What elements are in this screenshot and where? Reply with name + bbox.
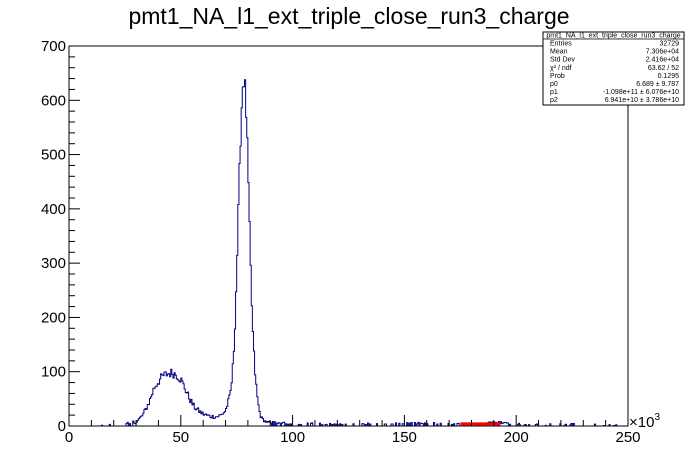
stats-label: Entries (550, 41, 572, 48)
stats-value: 7.306e+04 (646, 49, 679, 56)
y-tick-label: 0 (58, 418, 66, 435)
x-tick-label: 50 (172, 429, 189, 446)
y-tick-label: 200 (41, 309, 66, 326)
x-multiplier: ×103 (629, 412, 660, 431)
series-layer (69, 79, 628, 427)
y-tick-label: 600 (41, 92, 66, 109)
stats-label: Mean (550, 49, 568, 56)
stats-value: 6.941e+10 ± 3.786e+10 (605, 97, 679, 104)
plot-frame (68, 45, 629, 427)
stats-label: p2 (550, 97, 558, 104)
y-tick-label: 500 (41, 147, 66, 164)
x-tick-label: 150 (392, 429, 417, 446)
stats-value: -1.098e+11 ± 6.076e+10 (603, 89, 679, 96)
stats-value: 2.416e+04 (646, 57, 679, 64)
axis-layer: 0 100 200 300 400 500 600 700 0 50 100 150 200 250 (41, 38, 641, 446)
stats-box: pmt1_NA_l1_ext_triple_close_run3_charge … (542, 31, 685, 106)
x-tick-label: 200 (504, 429, 529, 446)
y-tick-label: 100 (41, 364, 66, 381)
stats-value: 6.689 ± 9.787 (636, 81, 679, 88)
y-tick-label: 700 (41, 38, 66, 55)
stats-box-frame (542, 31, 685, 106)
x-tick-label: 0 (65, 429, 73, 446)
histogram-series (69, 79, 628, 427)
stats-value: 32729 (660, 41, 680, 48)
stats-value: 63.62 / 52 (648, 65, 679, 72)
chart-title: pmt1_NA_l1_ext_triple_close_run3_charge (128, 3, 569, 29)
stats-value: 0.1295 (658, 73, 680, 80)
stats-label: Prob (550, 73, 565, 80)
y-tick-label: 300 (41, 255, 66, 272)
x-tick-label: 250 (615, 429, 640, 446)
stats-label: p0 (550, 81, 558, 88)
x-tick-label: 100 (280, 429, 305, 446)
y-tick-label: 400 (41, 201, 66, 218)
stats-box-title: pmt1_NA_l1_ext_triple_close_run3_charge (546, 33, 680, 40)
stats-label: χ² / ndf (550, 65, 572, 72)
stats-label: Std Dev (550, 57, 575, 64)
stats-label: p1 (550, 89, 558, 96)
stats-rows: Entries 32729 Mean 7.306e+04 Std Dev 2.416e+0… (550, 41, 679, 105)
